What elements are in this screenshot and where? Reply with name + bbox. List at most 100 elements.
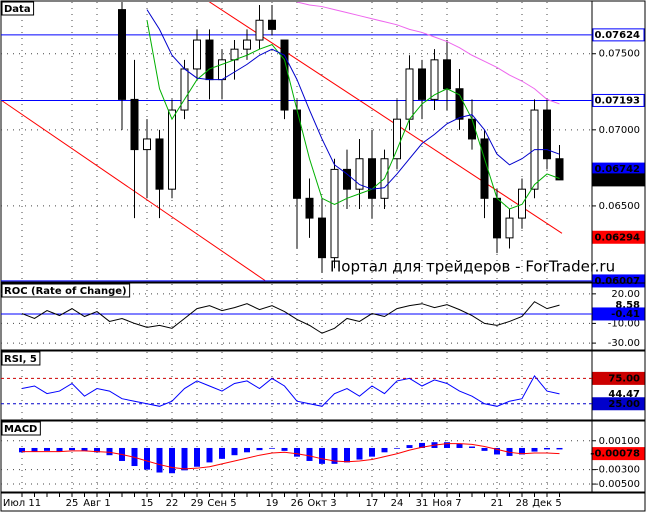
histogram-bar (19, 447, 25, 453)
level-label-box (592, 447, 645, 461)
histogram-bar (356, 447, 363, 460)
series-line (21, 374, 560, 407)
y-tick-label: 0.06500 (599, 201, 640, 212)
histogram-bar (231, 447, 238, 456)
histogram-bar (244, 447, 250, 453)
candle-body (468, 118, 476, 140)
level-label-box (592, 230, 645, 244)
histogram-bar (469, 446, 475, 448)
candle-body (368, 158, 376, 199)
x-tick-label: Окт 3 (307, 498, 336, 509)
level-label: 8.58 (615, 300, 640, 311)
candle-body (343, 168, 351, 190)
series-line (21, 301, 560, 334)
panel-plot (1, 2, 592, 282)
histogram-bar (319, 447, 325, 464)
histogram-bar (494, 447, 500, 455)
panel-title-box (1, 351, 41, 366)
panel-title: Data (4, 4, 31, 15)
level-label-box (592, 307, 645, 321)
watermark: Портал для трейдеров - ForTrader.ru (330, 258, 615, 276)
x-tick-label: Авг 1 (83, 498, 111, 509)
panel-title-box (1, 1, 35, 16)
histogram-bar (94, 447, 100, 453)
candle-body (293, 109, 301, 199)
level-label: 0.07624 (594, 30, 640, 41)
candle-body (193, 39, 201, 70)
axis-frame (591, 420, 646, 493)
histogram-bar (144, 447, 150, 470)
x-tick-label: 15 (141, 498, 154, 509)
candle-body (393, 118, 401, 160)
candle-body (505, 217, 514, 239)
candle-body (443, 59, 451, 90)
histogram-bar (181, 447, 188, 471)
level-label: 44.47 (608, 389, 640, 400)
histogram-bar (194, 447, 200, 467)
level-label-box (592, 173, 645, 187)
panel-title: MACD (4, 424, 37, 435)
histogram-bar (219, 447, 225, 459)
histogram-bar (344, 447, 350, 463)
y-tick-label: -0.00300 (595, 465, 640, 476)
histogram-bar (481, 447, 488, 451)
candle-body (280, 39, 289, 111)
candle-body (555, 158, 564, 181)
histogram-bar (444, 442, 450, 448)
histogram-bar (519, 447, 525, 455)
histogram-bar (206, 447, 213, 463)
histogram-bar (394, 447, 400, 449)
histogram-bar (456, 443, 463, 448)
panel-plot (1, 422, 592, 492)
level-label-box (592, 397, 645, 411)
panel-plot (1, 284, 592, 350)
candle-body (143, 138, 151, 151)
y-tick-label: -30.00 (608, 338, 640, 349)
histogram-bar (406, 445, 413, 448)
panel-title-box (1, 283, 131, 298)
series-line (296, 2, 560, 105)
x-tick-label: 31 (416, 498, 429, 509)
histogram-bar (106, 447, 113, 456)
histogram-bar (31, 447, 38, 452)
x-tick-label: Июл 11 (3, 498, 41, 509)
level-label: 0.06671 (594, 175, 640, 186)
level-label: 0.06294 (594, 232, 640, 243)
candle-body (455, 88, 464, 120)
candle-body (205, 39, 214, 81)
candle-body (543, 109, 551, 160)
histogram-bar (419, 442, 425, 448)
panel-title: RSI, 5 (4, 354, 37, 365)
histogram-bar (256, 447, 263, 451)
histogram-bar (544, 447, 550, 450)
series-line (146, 20, 560, 210)
candle-body (155, 138, 164, 190)
candle-body (318, 217, 326, 259)
histogram-bar (306, 447, 313, 461)
y-tick-label: 20.00 (611, 289, 640, 300)
series-line (22, 443, 560, 470)
histogram-bar (381, 447, 388, 453)
histogram-bar (281, 447, 288, 451)
level-label-box (592, 93, 645, 107)
histogram-bar (81, 447, 88, 451)
level-label: 25.00 (608, 399, 640, 410)
x-tick-label: 25 (66, 498, 79, 509)
y-tick-label: -10.00 (608, 318, 640, 329)
candle-body (305, 197, 314, 219)
histogram-bar (331, 447, 338, 464)
candle-body (255, 19, 264, 41)
candle-body (405, 68, 414, 120)
histogram-bar (556, 447, 563, 450)
histogram-bar (531, 447, 538, 452)
level-label: -0.41 (611, 309, 640, 320)
histogram-bar (56, 447, 63, 452)
axis-frame (591, 350, 646, 421)
level-label-box (592, 28, 645, 42)
panel-title: ROC (Rate of Change) (4, 286, 127, 297)
x-tick-label: 24 (391, 498, 404, 509)
panel-title-box (1, 421, 41, 436)
trend-line (1, 99, 266, 281)
x-tick-label: 22 (166, 498, 179, 509)
